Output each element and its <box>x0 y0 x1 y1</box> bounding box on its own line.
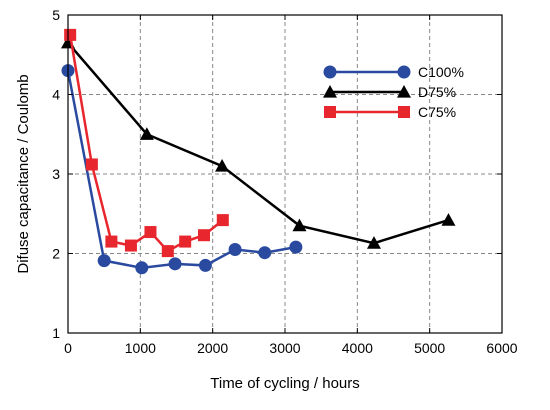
y-axis-label: Difuse capacitance / Coulomb <box>15 74 32 273</box>
series-C75% <box>64 28 229 258</box>
data-point <box>366 236 381 249</box>
data-point <box>198 258 212 272</box>
x-axis-label: Time of cycling / hours <box>210 375 360 392</box>
x-tick-label: 3000 <box>269 340 300 356</box>
data-point <box>161 245 174 258</box>
x-tick-label: 0 <box>64 340 72 356</box>
x-tick-label: 4000 <box>342 340 373 356</box>
data-point <box>292 218 307 232</box>
y-tick-label: 1 <box>52 325 60 341</box>
grid-lines <box>68 15 502 333</box>
data-point <box>97 254 111 268</box>
data-point <box>168 257 182 271</box>
data-point <box>216 214 229 227</box>
data-point <box>228 243 242 257</box>
legend-marker <box>397 65 411 79</box>
legend-label: C100% <box>418 64 464 80</box>
data-point <box>85 158 98 171</box>
series-line <box>68 34 224 253</box>
data-point <box>197 229 210 242</box>
data-point <box>215 159 230 172</box>
x-tick-label: 6000 <box>486 340 517 356</box>
legend: C100% D75% C75% <box>323 64 464 120</box>
data-point <box>64 28 77 41</box>
y-tick-label: 3 <box>52 166 60 182</box>
legend-label: D75% <box>418 84 456 100</box>
x-tick-label: 2000 <box>197 340 228 356</box>
series-line <box>67 42 449 245</box>
data-point <box>144 226 157 239</box>
legend-marker <box>324 106 336 118</box>
series-D75% <box>61 35 456 249</box>
legend-marker <box>398 106 410 118</box>
series-C100% <box>61 64 303 275</box>
legend-marker <box>323 85 337 98</box>
x-tick-label: 5000 <box>414 340 445 356</box>
legend-marker <box>323 65 337 79</box>
data-point <box>105 235 118 248</box>
data-point <box>139 127 154 140</box>
data-point <box>289 240 303 254</box>
data-point <box>441 213 456 226</box>
data-point <box>135 261 149 275</box>
data-point <box>179 235 192 248</box>
data-point <box>124 239 137 252</box>
data-point <box>258 246 272 260</box>
legend-entry: C75% <box>324 104 456 120</box>
y-tick-label: 5 <box>52 7 60 23</box>
legend-marker <box>397 85 411 98</box>
legend-label: C75% <box>418 104 456 120</box>
y-tick-label: 4 <box>52 87 60 103</box>
x-tick-label: 1000 <box>125 340 156 356</box>
axis-ticks: 0 1000 2000 3000 4000 5000 6000 1 2 3 4 5 <box>52 7 518 356</box>
legend-entry: D75% <box>323 84 456 100</box>
y-tick-label: 2 <box>52 246 60 262</box>
series-layer <box>61 28 456 275</box>
legend-entry: C100% <box>323 64 464 80</box>
